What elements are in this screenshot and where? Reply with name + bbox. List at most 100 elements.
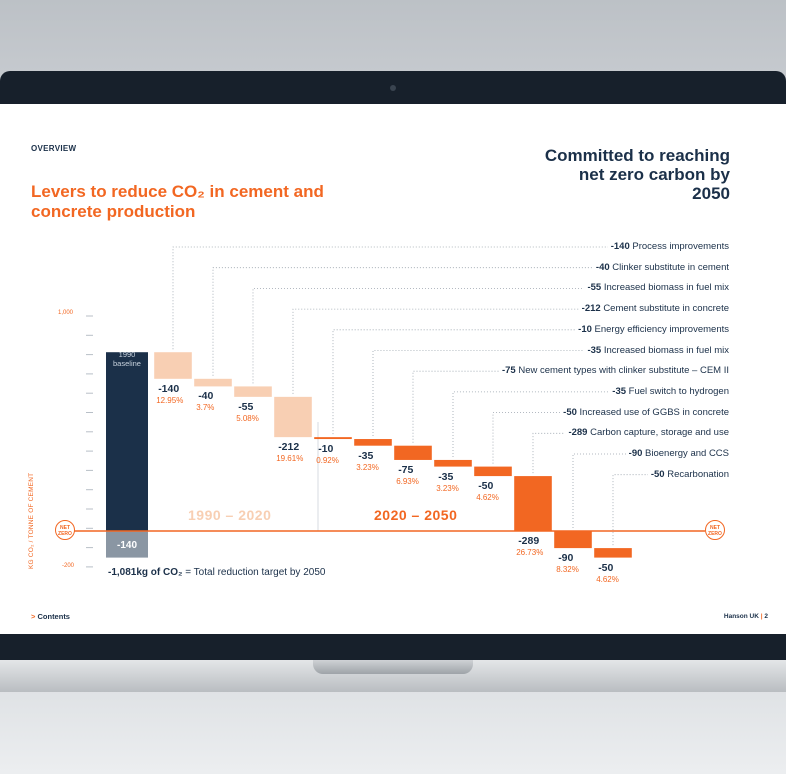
slide-title: Levers to reduce CO₂ in cement and concr… [31, 182, 324, 221]
leader-line [612, 474, 655, 546]
brand-name: Hanson UK [723, 613, 759, 620]
lever-legend-row: -289 Carbon capture, storage and use [565, 427, 729, 439]
lever-value: -140 [158, 382, 180, 395]
lever-percentage: 3.7% [196, 403, 215, 413]
lever-legend-value: -289 [568, 427, 591, 439]
lever-value: -289 [518, 535, 540, 547]
total-reduction-value: -1,081kg of CO₂ [108, 567, 183, 578]
remaining-emissions-label: -140 [116, 540, 137, 551]
lever-legend-label: Increased biomass in fuel mix [603, 344, 729, 356]
lever-bar [434, 459, 472, 467]
lever-legend-label: Bioenergy and CCS [645, 448, 729, 459]
camera-icon [390, 85, 396, 91]
lever-bar [314, 437, 352, 440]
lever-legend-label: Increased biomass in fuel mix [603, 282, 729, 294]
lever-percentage: 12.95% [156, 395, 184, 405]
page-number: 2 [764, 613, 768, 620]
background-bottom [0, 690, 786, 774]
lever-legend-row: -50 Recarbonation [647, 468, 729, 480]
section-label: OVERVIEW [31, 144, 77, 153]
total-reduction-target: -1,081kg of CO₂ = Total reduction target… [108, 567, 325, 578]
lever-bar [594, 548, 632, 558]
lever-legend-label: Process improvements [632, 241, 729, 252]
waterfall-chart [74, 246, 705, 568]
lever-value: -55 [238, 400, 254, 413]
leader-line [172, 246, 655, 350]
y-tick-label: -200 [62, 563, 75, 569]
lever-legend-label: Clinker substitute in cement [612, 261, 729, 273]
lever-legend-value: -35 [587, 344, 604, 356]
lever-legend-value: -40 [595, 261, 613, 273]
lever-legend-row: -40 Clinker substitute in cement [592, 261, 729, 273]
lever-legend-value: -75 [501, 365, 519, 377]
lever-legend-label: Cement substitute in concrete [603, 303, 729, 315]
lever-legend-value: -50 [563, 406, 580, 418]
chevron-right-icon: > [31, 612, 36, 621]
lever-value: -90 [558, 552, 574, 565]
lever-bar [234, 386, 272, 397]
commitment-heading: Committed to reaching net zero carbon by… [544, 146, 730, 203]
lever-percentage: 0.92% [316, 456, 339, 466]
lever-bar [474, 466, 512, 477]
lever-legend-value: -212 [581, 303, 604, 315]
lever-legend-label: Carbon capture, storage and use [590, 427, 729, 439]
leader-line [212, 267, 655, 376]
total-reduction-text: = Total reduction target by 2050 [182, 567, 326, 578]
lever-value: -35 [438, 470, 454, 483]
contents-link[interactable]: > Contents [31, 612, 70, 621]
lever-percentage: 4.62% [476, 493, 499, 503]
lever-value: -75 [398, 463, 414, 476]
lever-legend-row: -140 Process improvements [607, 241, 729, 252]
period-label-2020-2050: 2020 – 2050 [374, 507, 458, 523]
lever-percentage: 3.23% [356, 462, 379, 472]
presentation-slide: OVERVIEW Levers to reduce CO₂ in cement … [0, 104, 786, 634]
leader-line [452, 391, 655, 457]
lever-percentage: 3.23% [436, 483, 459, 493]
net-zero-badge-left: NET ZERO [55, 520, 75, 540]
lever-legend-label: Energy efficiency improvements [594, 323, 729, 335]
contents-label: Contents [37, 612, 70, 621]
remaining-emissions-bar [106, 531, 148, 558]
lever-value: -10 [318, 443, 334, 456]
footer-separator: | [760, 613, 763, 620]
lever-legend-row: -55 Increased biomass in fuel mix [584, 282, 729, 294]
lever-bar [274, 396, 312, 438]
lever-percentage: 6.93% [396, 476, 419, 486]
lever-bar [194, 378, 232, 387]
background-top [0, 0, 786, 80]
lever-percentage: 26.73% [516, 548, 544, 557]
lever-legend-value: -35 [612, 385, 629, 397]
lever-bar [554, 531, 592, 549]
y-tick-label: 1,000 [58, 310, 74, 316]
lever-legend-row: -35 Fuel switch to hydrogen [609, 385, 729, 397]
lever-percentage: 19.61% [276, 454, 304, 464]
lever-legend-row: -50 Increased use of GGBS in concrete [560, 406, 729, 418]
lever-value: -40 [198, 390, 214, 403]
lever-bar [154, 352, 192, 379]
lever-value: -50 [598, 561, 614, 574]
baseline-label: 1990 baseline [113, 350, 141, 368]
leader-line [372, 350, 655, 437]
lever-percentage: 5.08% [236, 413, 259, 423]
lever-bar [394, 445, 432, 460]
lever-legend-row: -10 Energy efficiency improvements [575, 323, 729, 335]
lever-value: -50 [478, 480, 494, 493]
lever-bar [514, 476, 552, 531]
leader-line [292, 308, 655, 394]
lever-legend-label: New cement types with clinker substitute… [518, 365, 729, 377]
lever-legend-value: -10 [578, 323, 595, 335]
lever-bar [354, 439, 392, 446]
lever-legend-row: -75 New cement types with clinker substi… [498, 365, 729, 377]
lever-percentage: 4.62% [596, 574, 619, 584]
lever-percentage: 8.32% [556, 565, 579, 575]
leader-line [252, 288, 655, 384]
net-zero-badge-right: NET ZERO [705, 520, 725, 540]
lever-legend-row: -212 Cement substitute in concrete [578, 303, 729, 315]
lever-legend-row: -35 Increased biomass in fuel mix [584, 344, 729, 356]
baseline-value: 941 [117, 335, 137, 347]
y-axis-label: KG CO₂ / TONNE OF CEMENT [28, 472, 35, 569]
baseline-bar [106, 352, 148, 531]
lever-legend-value: -140 [610, 241, 633, 252]
lever-legend-value: -50 [650, 468, 668, 480]
laptop-notch [313, 660, 473, 674]
